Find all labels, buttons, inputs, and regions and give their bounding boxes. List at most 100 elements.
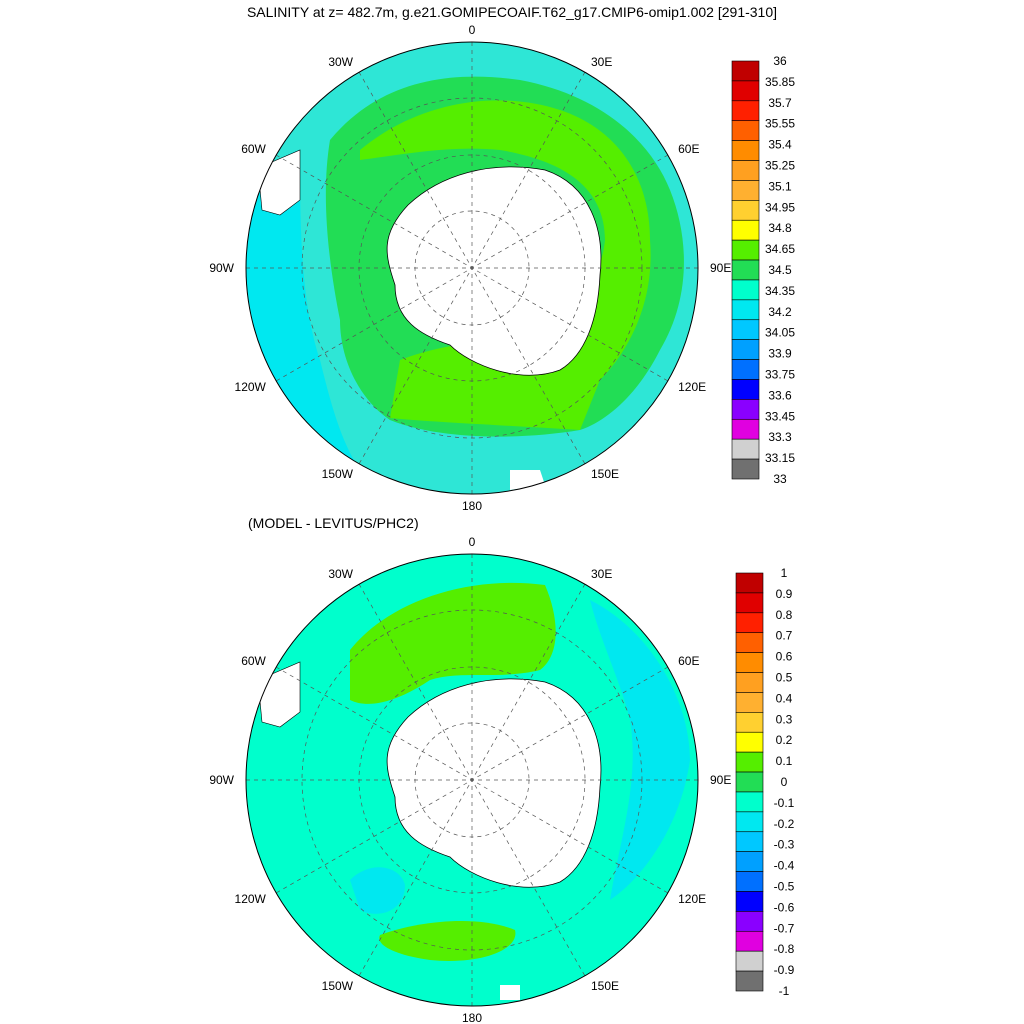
colorbar-swatch — [731, 299, 760, 321]
colorbar-swatch — [731, 180, 760, 201]
colorbar-label: -0.7 — [774, 921, 795, 935]
graticule — [246, 554, 698, 1006]
lon-label: 180 — [462, 1011, 482, 1024]
colorbar-swatch — [731, 219, 760, 241]
colorbar-swatch — [731, 160, 760, 181]
colorbar-swatch — [731, 100, 760, 122]
colorbar-swatch — [731, 319, 760, 340]
colorbar-label: -0.1 — [774, 796, 795, 810]
colorbar-label: 34.8 — [768, 221, 792, 235]
colorbar-label: 0.3 — [776, 712, 793, 726]
colorbar-swatch — [735, 851, 764, 872]
colorbar-label: 0.5 — [776, 671, 793, 685]
colorbar-swatch — [731, 60, 760, 82]
colorbar-swatch — [731, 399, 760, 420]
colorbar-label: -0.6 — [774, 900, 795, 914]
colorbar-label: 35.25 — [765, 159, 795, 173]
colorbar-label: 35.1 — [768, 179, 792, 193]
lon-label: 60E — [678, 142, 699, 156]
colorbar-label: 0.1 — [776, 754, 793, 768]
lon-label: 30W — [328, 55, 353, 69]
lon-label: 120W — [235, 892, 267, 906]
lon-label: 120E — [678, 380, 706, 394]
colorbar-swatch — [735, 652, 764, 673]
low-salinity-region — [246, 150, 360, 470]
colorbar-label: 35.4 — [768, 138, 792, 152]
graticule — [246, 42, 698, 494]
colorbar-swatch — [735, 692, 764, 713]
colorbar-label: 34.2 — [768, 305, 792, 319]
australia-landmass — [500, 985, 520, 1000]
colorbar-label: 0.4 — [776, 691, 793, 705]
colorbar-swatch — [731, 200, 760, 221]
colorbar-label: 1 — [781, 566, 788, 580]
colorbar-swatch — [735, 632, 764, 653]
negative-anomaly-region — [350, 867, 405, 914]
colorbar-label: 33.9 — [768, 347, 792, 361]
colorbar-label: 0.6 — [776, 650, 793, 664]
colorbar-swatch — [735, 751, 764, 773]
lon-label: 150E — [591, 979, 619, 993]
colorbar-label: 33 — [773, 472, 787, 486]
lon-label: 0 — [469, 535, 476, 549]
colorbar-swatch — [735, 811, 764, 833]
colorbar-label: -0.8 — [774, 942, 795, 956]
colorbar-label: -0.9 — [774, 963, 795, 977]
colorbar-label: 0.9 — [776, 587, 793, 601]
colorbar-swatch — [735, 592, 764, 614]
difference-title: (MODEL - LEVITUS/PHC2) — [248, 515, 419, 531]
difference-map — [245, 553, 699, 1007]
colorbar-swatch — [735, 612, 764, 634]
colorbar-swatch — [731, 80, 760, 102]
salinity-colorbar: 36 35.85 35.7 35.55 35.4 35.25 35.1 34.95 34.8 34… — [731, 54, 795, 486]
colorbar-label: 33.15 — [765, 451, 795, 465]
lon-label: 60W — [241, 654, 266, 668]
colorbar-label: 33.6 — [768, 388, 792, 402]
colorbar-swatch — [735, 950, 764, 972]
page-title: SALINITY at z= 482.7m, g.e21.GOMIPECOAIF… — [246, 4, 778, 20]
colorbar-swatch — [735, 911, 764, 932]
colorbar-label: 34.05 — [765, 326, 795, 340]
colorbar-label: 35.7 — [768, 96, 792, 110]
colorbar-label: 33.45 — [765, 409, 795, 423]
colorbar-swatch — [735, 791, 764, 813]
colorbar-label: 34.95 — [765, 200, 795, 214]
colorbar-swatch — [731, 239, 760, 261]
colorbar-label: 0.8 — [776, 608, 793, 622]
colorbar-swatch — [731, 379, 760, 400]
colorbar-swatch — [735, 572, 764, 594]
colorbar-label: -0.4 — [774, 859, 795, 873]
lon-label: 90E — [710, 261, 731, 275]
colorbar-swatch — [731, 140, 760, 161]
lon-label: 90W — [209, 261, 234, 275]
lon-label: 60W — [241, 142, 266, 156]
lon-label: 90E — [710, 773, 731, 787]
lon-label: 60E — [678, 654, 699, 668]
colorbar-swatch — [735, 672, 764, 693]
colorbar-label: -1 — [779, 984, 790, 998]
colorbar-swatch — [731, 259, 760, 281]
colorbar-label: 33.3 — [768, 430, 792, 444]
colorbar-swatch — [731, 359, 760, 380]
lon-label: 180 — [462, 499, 482, 513]
colorbar-label: 35.55 — [765, 117, 795, 131]
lon-label: 150E — [591, 467, 619, 481]
positive-anomaly-region — [379, 920, 516, 961]
colorbar-swatch — [735, 712, 764, 733]
colorbar-label: -0.3 — [774, 838, 795, 852]
colorbar-swatch — [735, 930, 764, 952]
colorbar-label: 34.35 — [765, 284, 795, 298]
lon-label: 150W — [322, 979, 354, 993]
colorbar-label: 33.75 — [765, 368, 795, 382]
colorbar-swatch — [731, 339, 760, 360]
colorbar-label: 35.85 — [765, 75, 795, 89]
lon-label: 120W — [235, 380, 267, 394]
lon-label: 30W — [328, 567, 353, 581]
colorbar-swatch — [731, 438, 760, 460]
colorbar-label: -0.2 — [774, 817, 795, 831]
colorbar-label: 0.2 — [776, 733, 793, 747]
colorbar-label: 0 — [781, 775, 788, 789]
colorbar-label: 36 — [773, 54, 787, 68]
colorbar-swatch — [731, 418, 760, 440]
